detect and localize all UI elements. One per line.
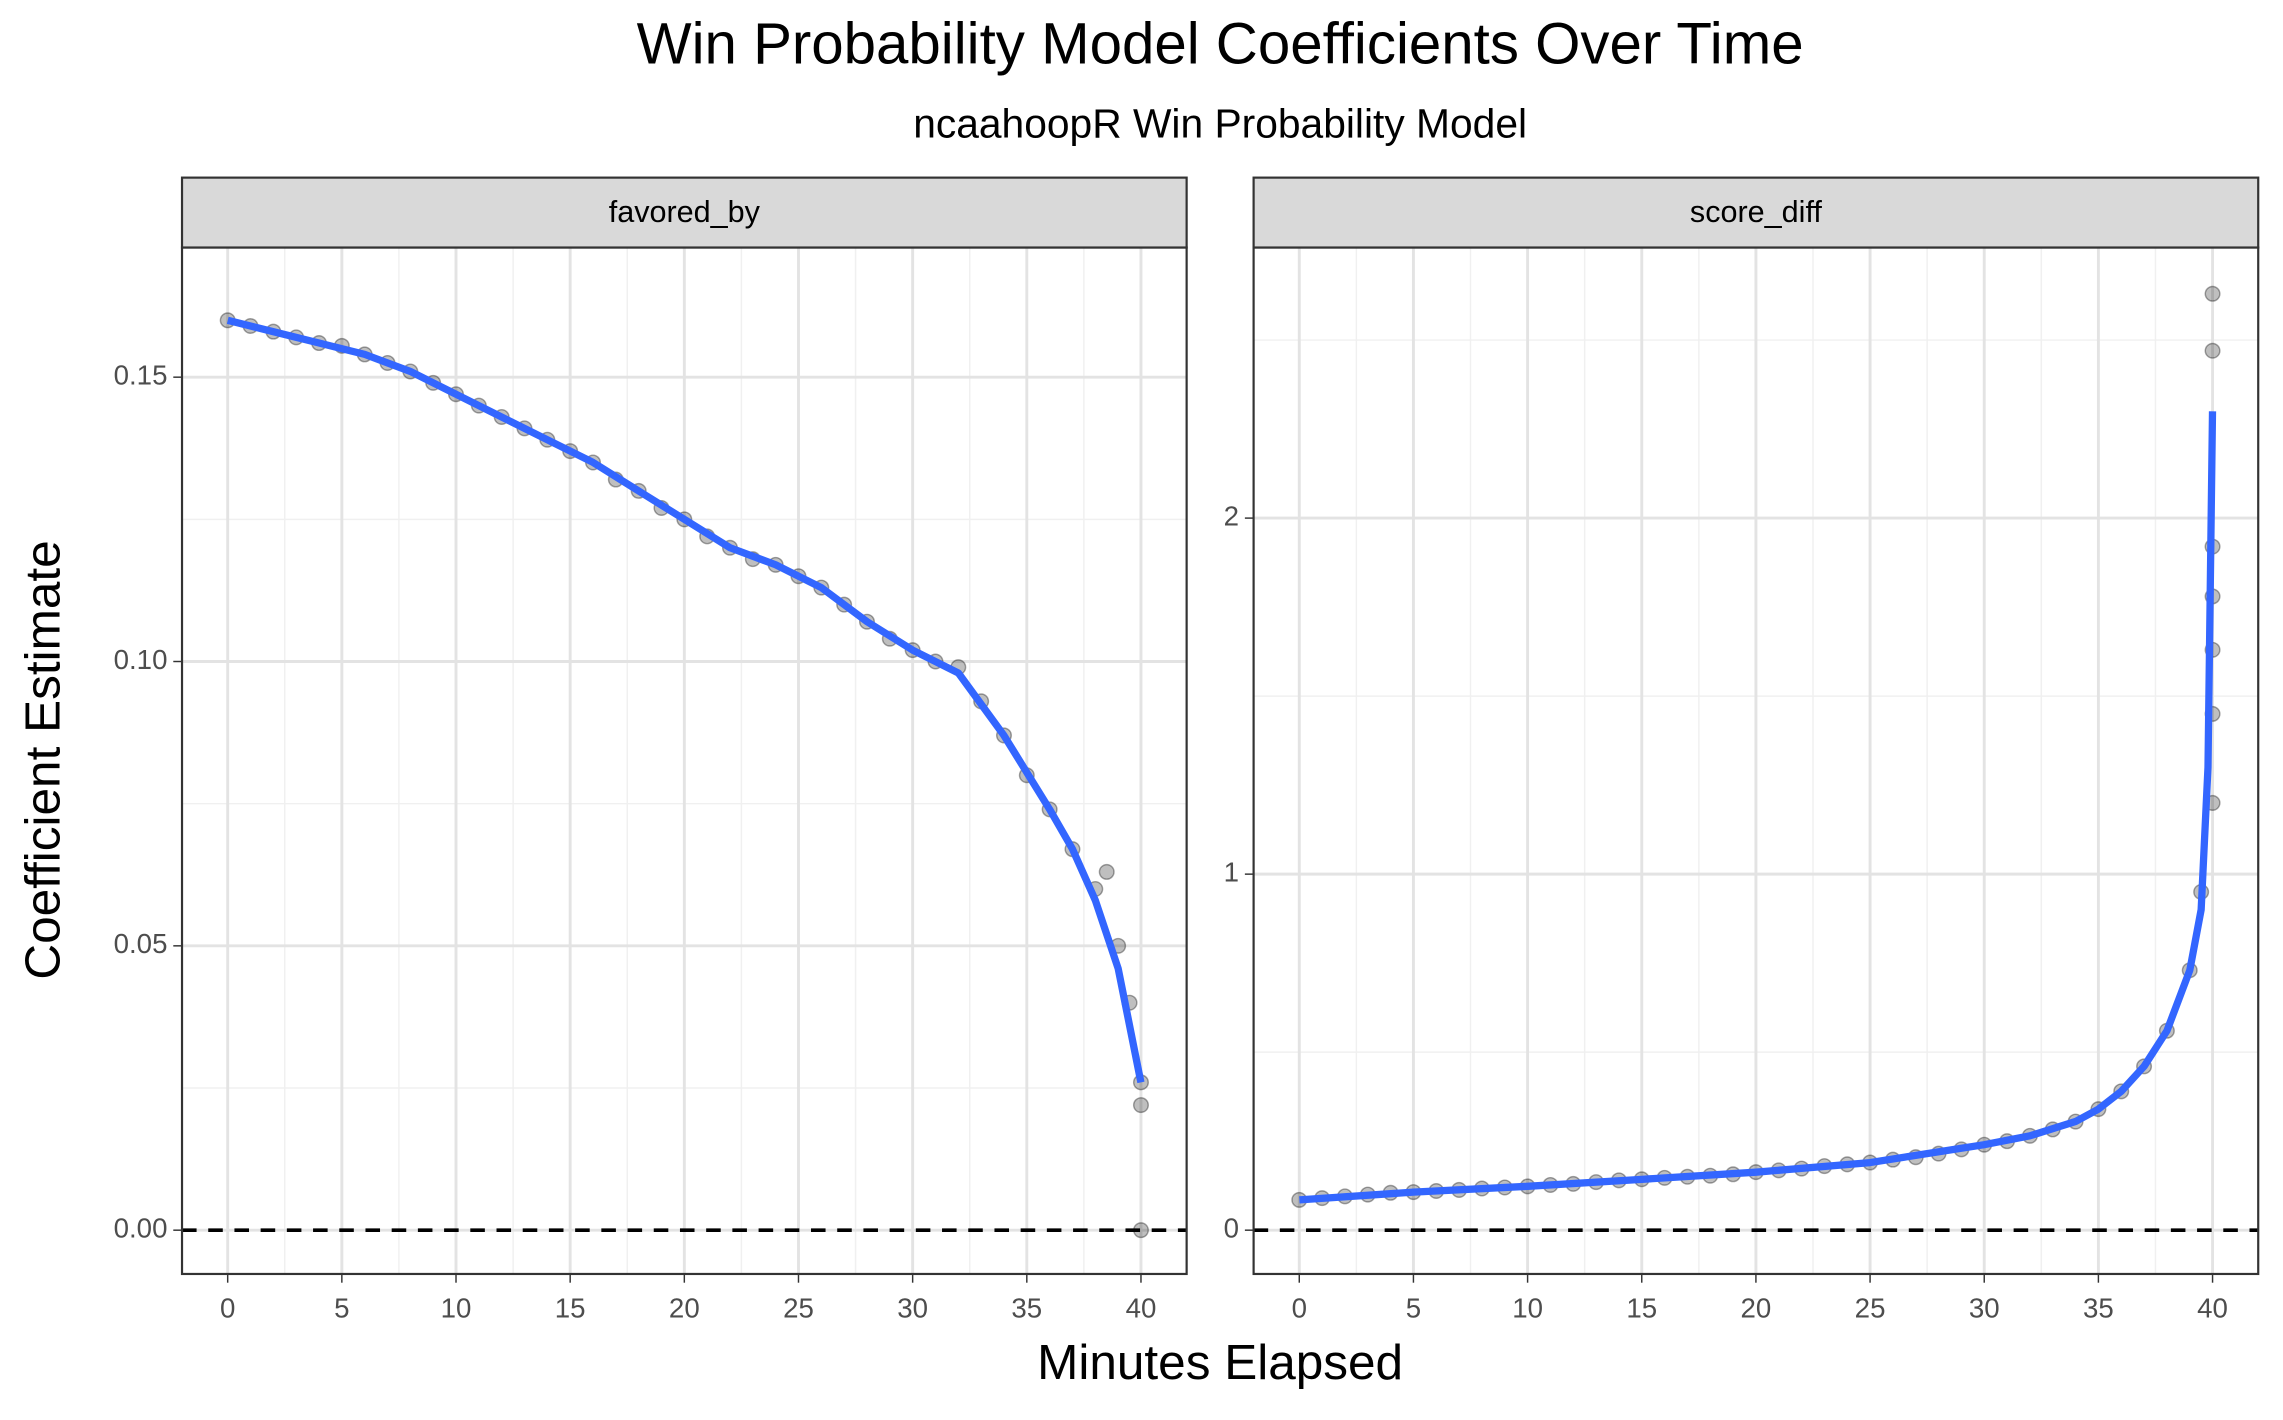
data-point — [1132, 1097, 1149, 1114]
strip-label: score_diff — [1690, 195, 1822, 229]
x-tick-label: 0 — [220, 1293, 235, 1324]
x-tick-label: 0 — [1292, 1293, 1307, 1324]
y-tick-label: 1 — [1224, 856, 1239, 887]
data-point — [2204, 285, 2221, 302]
x-tick-label: 40 — [1126, 1293, 1157, 1324]
chart-title: Win Probability Model Coefficients Over … — [637, 11, 1804, 76]
y-tick-label: 0.15 — [114, 359, 168, 390]
x-tick-label: 40 — [2197, 1293, 2228, 1324]
x-tick-label: 20 — [669, 1293, 700, 1324]
fit-line — [226, 316, 1145, 1084]
x-tick-label: 5 — [334, 1293, 349, 1324]
y-tick-label: 0.10 — [114, 644, 168, 675]
y-tick-label: 0.05 — [114, 928, 168, 959]
y-tick-label: 0 — [1224, 1212, 1239, 1243]
data-point — [1132, 1222, 1149, 1239]
x-tick-label: 30 — [1969, 1293, 2000, 1324]
fit-line — [1299, 411, 2217, 1204]
x-tick-label: 35 — [2083, 1293, 2114, 1324]
chart-subtitle: ncaahoopR Win Probability Model — [913, 100, 1527, 146]
x-tick-label: 20 — [1741, 1293, 1772, 1324]
x-tick-label: 15 — [555, 1293, 586, 1324]
x-tick-label: 35 — [1011, 1293, 1042, 1324]
x-tick-label: 25 — [783, 1293, 814, 1324]
strip-label: favored_by — [609, 195, 761, 229]
data-point — [1098, 863, 1115, 880]
x-tick-label: 15 — [1626, 1293, 1657, 1324]
x-tick-label: 10 — [1512, 1293, 1543, 1324]
x-tick-label: 30 — [897, 1293, 928, 1324]
strip — [1252, 176, 2260, 249]
y-tick-label: 2 — [1224, 500, 1239, 531]
strip — [180, 176, 1188, 249]
x-tick-label: 25 — [1855, 1293, 1886, 1324]
y-tick-label: 0.00 — [114, 1212, 168, 1243]
x-tick-label: 5 — [1406, 1293, 1421, 1324]
y-axis-label: Coefficient Estimate — [16, 540, 71, 979]
data-point — [2204, 342, 2221, 359]
x-tick-label: 10 — [441, 1293, 472, 1324]
x-axis-label: Minutes Elapsed — [1037, 1335, 1403, 1390]
